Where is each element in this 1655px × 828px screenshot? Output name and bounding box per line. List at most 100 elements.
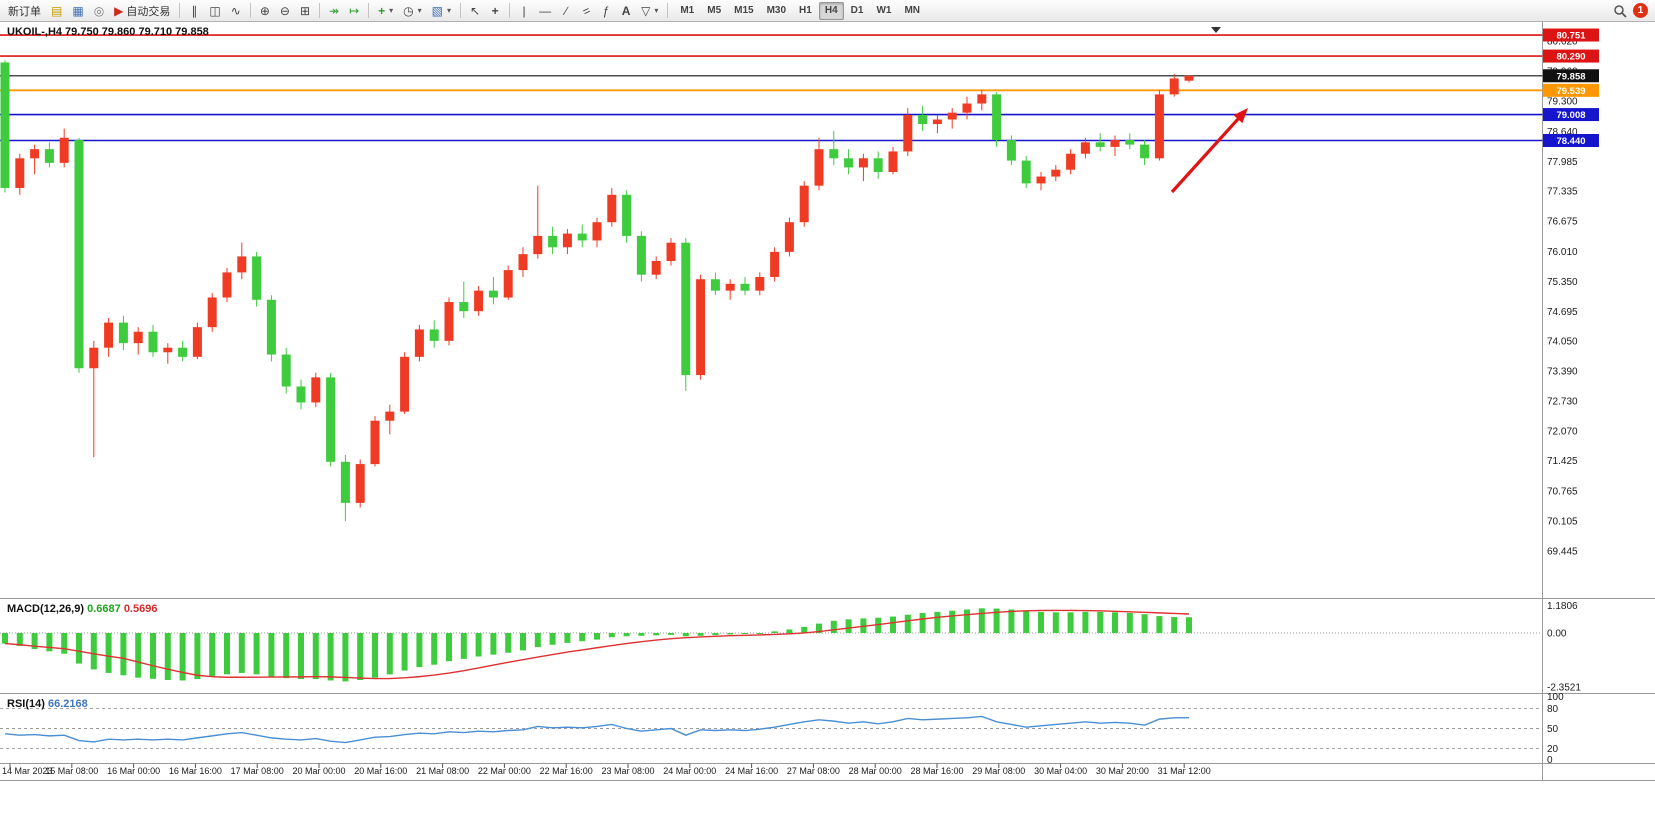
candlestick-button[interactable]: ◫ xyxy=(204,1,225,20)
svg-text:14 Mar 2023: 14 Mar 2023 xyxy=(2,766,53,776)
vertical-line-icon: | xyxy=(522,3,526,18)
navigator-button[interactable]: ◎ xyxy=(89,1,109,20)
dropdown-icon: ▾ xyxy=(447,6,452,15)
timeframe-button-m30[interactable]: M30 xyxy=(761,2,792,20)
svg-text:17 Mar 08:00: 17 Mar 08:00 xyxy=(231,766,284,776)
zoom-in-button[interactable]: ⊕ xyxy=(255,1,275,20)
chart-shift-button[interactable]: ↦ xyxy=(344,1,364,20)
bar-chart-icon: ∥ xyxy=(191,3,198,18)
new-order-button[interactable]: 新订单 xyxy=(3,1,46,20)
svg-text:72.730: 72.730 xyxy=(1547,397,1578,408)
toolbar-separator xyxy=(319,3,320,18)
market-watch-button[interactable]: ▤ xyxy=(46,1,67,20)
fibonacci-icon: ƒ xyxy=(602,3,610,18)
vertical-line-button[interactable]: | xyxy=(514,1,534,20)
chart-canvas[interactable]: 80.62079.96079.30078.64077.98577.33576.6… xyxy=(0,22,1655,828)
rsi-value: 66.2168 xyxy=(47,698,88,710)
text-tool-icon: A xyxy=(621,3,631,18)
svg-text:20 Mar 00:00: 20 Mar 00:00 xyxy=(292,766,345,776)
svg-text:80: 80 xyxy=(1547,704,1559,715)
svg-text:80.751: 80.751 xyxy=(1556,31,1586,42)
indicators-button[interactable]: + ▾ xyxy=(373,1,398,20)
svg-text:28 Mar 00:00: 28 Mar 00:00 xyxy=(849,766,902,776)
autotrading-label: 自动交易 xyxy=(126,5,171,18)
svg-text:76.010: 76.010 xyxy=(1547,247,1578,258)
fibonacci-button[interactable]: ƒ xyxy=(596,1,616,20)
search-icon[interactable] xyxy=(1613,4,1627,18)
periods-button[interactable]: ◷ ▾ xyxy=(398,1,427,20)
toolbar-separator xyxy=(249,3,251,18)
line-chart-button[interactable]: ∿ xyxy=(226,1,246,20)
svg-text:1.1806: 1.1806 xyxy=(1547,601,1578,612)
auto-scroll-button[interactable]: ↠ xyxy=(324,1,344,20)
svg-text:76.675: 76.675 xyxy=(1547,217,1578,228)
trendline-icon: ∕ xyxy=(565,3,568,18)
timeframe-button-m15[interactable]: M15 xyxy=(728,2,759,20)
chart-shift-icon: ↦ xyxy=(349,3,360,18)
svg-text:79.008: 79.008 xyxy=(1556,110,1585,121)
new-order-label: 新订单 xyxy=(8,5,41,18)
timeframe-button-h1[interactable]: H1 xyxy=(793,2,818,20)
macd-label: MACD(12,26,9) 0.6687 0.5696 xyxy=(7,603,158,615)
timeframe-button-w1[interactable]: W1 xyxy=(870,2,897,20)
notification-badge[interactable]: 1 xyxy=(1633,3,1648,18)
timeframe-button-m1[interactable]: M1 xyxy=(674,2,700,20)
timeframe-button-m5[interactable]: M5 xyxy=(701,2,727,20)
indicators-plus-icon: + xyxy=(378,3,386,18)
arrows-tool-button[interactable]: ▽ ▾ xyxy=(636,1,663,20)
svg-text:70.765: 70.765 xyxy=(1547,486,1578,497)
trendline-button[interactable]: ∕ xyxy=(556,1,576,20)
autotrading-button[interactable]: ▶ 自动交易 xyxy=(109,1,175,20)
chart-windows-button[interactable]: ▦ xyxy=(67,1,88,20)
autotrading-play-icon: ▶ xyxy=(114,3,124,18)
toolbar-separator xyxy=(179,3,181,18)
zoom-out-button[interactable]: ⊖ xyxy=(275,1,295,20)
svg-text:21 Mar 08:00: 21 Mar 08:00 xyxy=(416,766,469,776)
svg-text:80.620: 80.620 xyxy=(1547,37,1578,48)
templates-button[interactable]: ▧ ▾ xyxy=(427,1,456,20)
svg-text:77.985: 77.985 xyxy=(1547,157,1578,168)
horizontal-line-button[interactable]: — xyxy=(534,1,556,20)
timeframe-button-mn[interactable]: MN xyxy=(898,2,926,20)
auto-scroll-icon: ↠ xyxy=(329,3,340,18)
dropdown-icon: ▾ xyxy=(654,6,659,15)
market-watch-icon: ▤ xyxy=(51,3,63,18)
svg-text:78.440: 78.440 xyxy=(1556,136,1585,147)
svg-text:0: 0 xyxy=(1547,755,1553,766)
svg-text:23 Mar 08:00: 23 Mar 08:00 xyxy=(601,766,654,776)
text-tool-button[interactable]: A xyxy=(616,1,636,20)
svg-text:30 Mar 20:00: 30 Mar 20:00 xyxy=(1096,766,1149,776)
svg-text:15 Mar 08:00: 15 Mar 08:00 xyxy=(45,766,98,776)
toolbar-separator xyxy=(368,3,370,18)
navigator-icon: ◎ xyxy=(93,3,105,18)
toolbar-separator xyxy=(509,3,511,18)
svg-text:22 Mar 16:00: 22 Mar 16:00 xyxy=(540,766,593,776)
svg-text:79.300: 79.300 xyxy=(1547,97,1578,108)
crosshair-button[interactable]: + xyxy=(485,1,505,20)
svg-text:29 Mar 08:00: 29 Mar 08:00 xyxy=(972,766,1025,776)
toolbar: 新订单 ▤ ▦ ◎ ▶ 自动交易 ∥ ◫ ∿ ⊕ ⊖ ⊞ ↠ ↦ + ▾ xyxy=(0,0,1655,22)
svg-text:24 Mar 00:00: 24 Mar 00:00 xyxy=(663,766,716,776)
svg-text:-2.3521: -2.3521 xyxy=(1547,682,1581,693)
timeframe-group: M1 M5 M15 M30 H1 H4 D1 W1 MN xyxy=(674,1,926,20)
line-chart-icon: ∿ xyxy=(230,3,241,18)
channel-button[interactable]: = xyxy=(576,1,596,20)
chart-windows-icon: ▦ xyxy=(72,3,84,18)
tile-windows-button[interactable]: ⊞ xyxy=(295,1,315,20)
timeframe-button-h4[interactable]: H4 xyxy=(818,1,844,20)
svg-text:74.050: 74.050 xyxy=(1547,336,1578,347)
timeframe-button-d1[interactable]: D1 xyxy=(845,2,870,20)
svg-text:100: 100 xyxy=(1547,692,1564,703)
macd-value: 0.6687 xyxy=(87,603,121,615)
svg-text:77.335: 77.335 xyxy=(1547,186,1578,197)
svg-text:27 Mar 08:00: 27 Mar 08:00 xyxy=(787,766,840,776)
macd-signal-value: 0.5696 xyxy=(123,603,158,615)
svg-text:79.539: 79.539 xyxy=(1556,86,1585,97)
bar-chart-button[interactable]: ∥ xyxy=(184,1,204,20)
cursor-button[interactable]: ↖ xyxy=(465,1,485,20)
svg-text:74.695: 74.695 xyxy=(1547,307,1578,318)
rsi-label: RSI(14) 66.2168 xyxy=(7,698,88,710)
periods-clock-icon: ◷ xyxy=(403,3,414,18)
channel-icon: = xyxy=(579,2,593,19)
dropdown-icon: ▾ xyxy=(389,6,394,15)
